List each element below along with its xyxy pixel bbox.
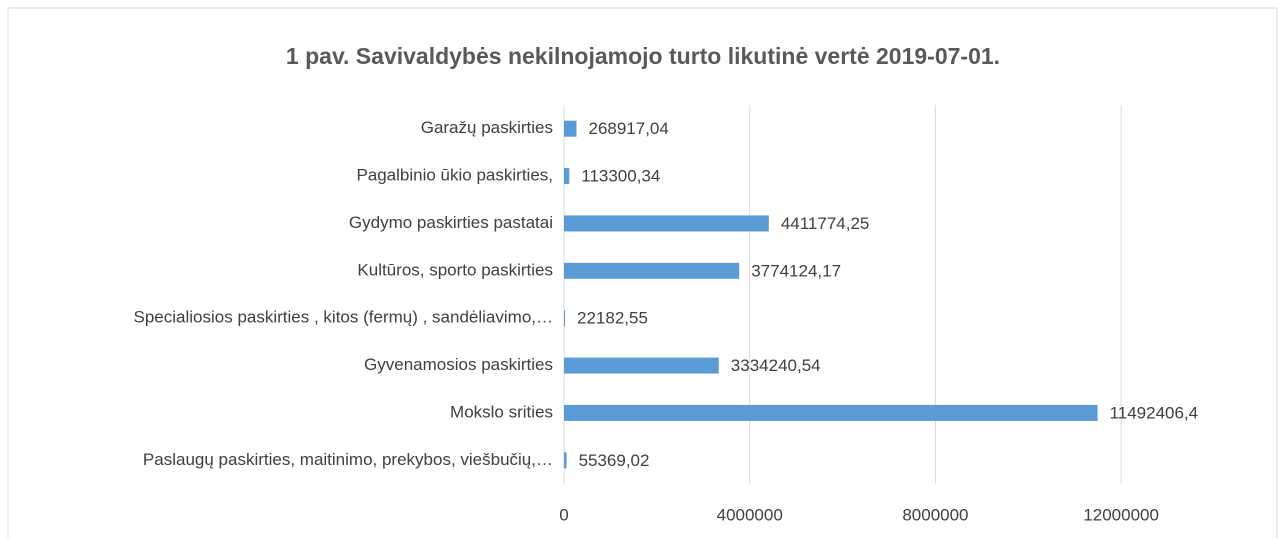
value-label: 268917,04 xyxy=(588,119,668,138)
bar xyxy=(564,120,577,137)
y-tick-label: Paslaugų paskirties, maitinimo, prekybos… xyxy=(143,450,553,469)
value-label: 3774124,17 xyxy=(751,261,841,280)
y-tick-label: Specialiosios paskirties , kitos (fermų)… xyxy=(134,308,553,327)
bar xyxy=(564,452,567,469)
bar xyxy=(564,168,570,185)
value-label: 22182,55 xyxy=(577,309,648,328)
value-label: 3334240,54 xyxy=(731,356,821,375)
y-tick-label: Gydymo paskirties pastatai xyxy=(349,213,553,232)
y-tick-label: Mokslo srities xyxy=(450,402,553,421)
x-tick-label: 4000000 xyxy=(717,505,783,524)
bar xyxy=(564,357,719,374)
y-tick-label: Pagalbinio ūkio paskirties, xyxy=(356,166,553,185)
bar xyxy=(564,262,740,279)
chart-title: 1 pav. Savivaldybės nekilnojamojo turto … xyxy=(286,43,1000,69)
y-tick-label: Gyvenamosios paskirties xyxy=(364,355,553,374)
x-tick-label: 0 xyxy=(559,505,568,524)
x-tick-label: 8000000 xyxy=(902,505,968,524)
value-label: 11492406,4 xyxy=(1110,403,1199,422)
value-label: 4411774,25 xyxy=(781,214,870,233)
value-label: 55369,02 xyxy=(579,451,650,470)
value-label: 113300,34 xyxy=(581,167,660,186)
bar xyxy=(564,215,769,232)
y-tick-label: Kultūros, sporto paskirties xyxy=(357,260,553,279)
bar xyxy=(564,404,1098,421)
bar xyxy=(564,310,566,327)
x-tick-label: 12000000 xyxy=(1083,505,1159,524)
y-tick-label: Garažų paskirties xyxy=(421,118,553,137)
